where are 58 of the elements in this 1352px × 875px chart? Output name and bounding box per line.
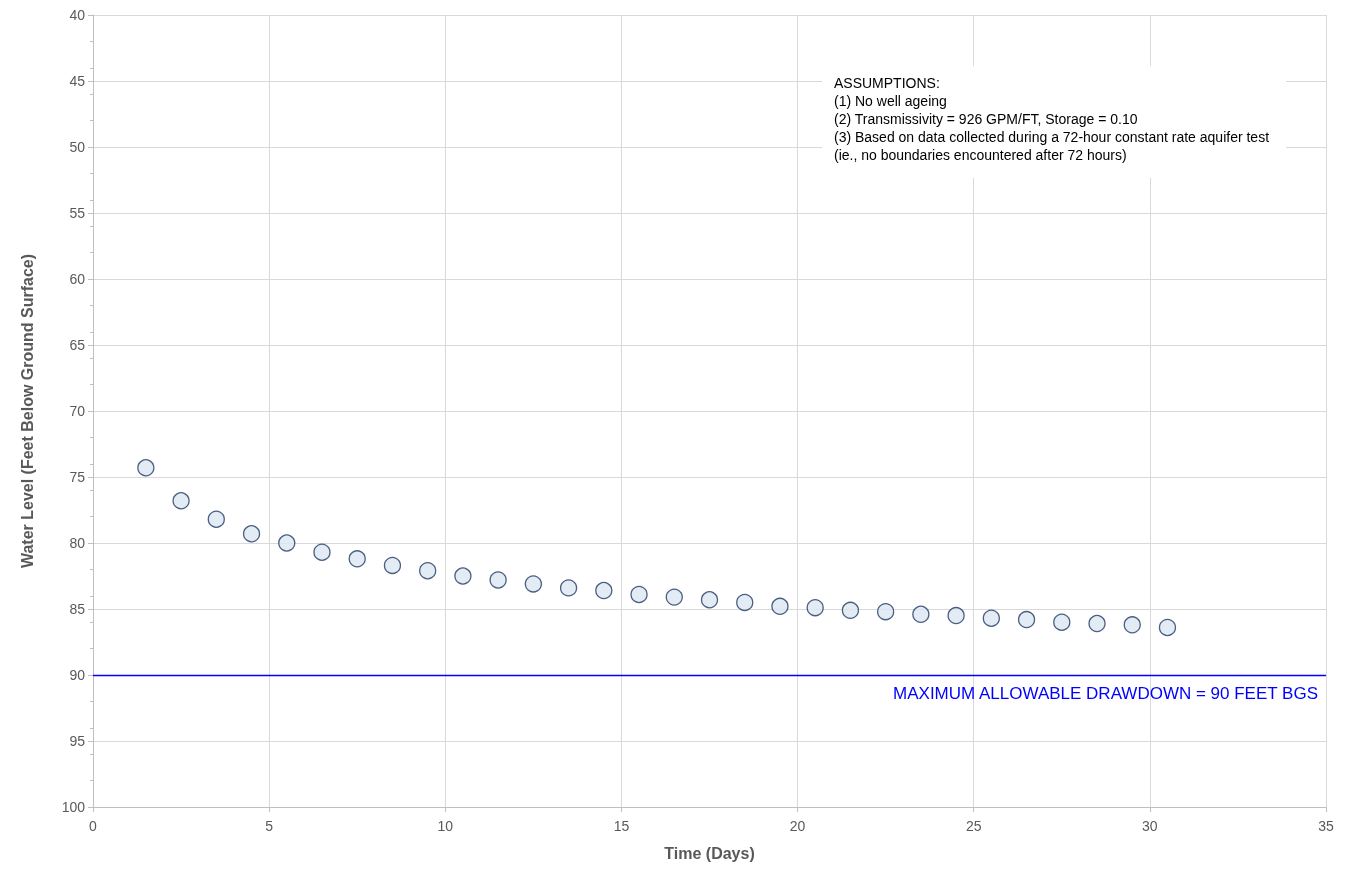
annotation: (1) No well ageing (834, 93, 947, 109)
point (313, 543, 331, 561)
y-tick-label: 70 (69, 403, 86, 419)
x-axis-title: Time (Days) (664, 844, 755, 862)
y-tick-label: 90 (69, 667, 86, 683)
point (771, 597, 789, 616)
y-tick-label: 75 (69, 469, 86, 485)
y-tick-label: 100 (61, 799, 86, 815)
point (242, 525, 261, 543)
annotation: ASSUMPTIONS: (834, 75, 940, 91)
point (278, 534, 296, 552)
point (137, 459, 155, 477)
point (947, 606, 965, 625)
ref-line-label: MAXIMUM ALLOWABLE DRAWDOWN = 90 FEET BGS (893, 684, 1318, 703)
x-tick-label: 35 (1318, 818, 1334, 834)
point (912, 605, 930, 623)
y-tick-label: 85 (69, 601, 86, 617)
point (207, 510, 225, 528)
y-tick-label: 50 (69, 139, 86, 155)
point (1017, 610, 1036, 629)
y-tick-label: 40 (69, 7, 86, 23)
y-tick-label: 80 (69, 535, 86, 551)
y-tick-label: 95 (69, 733, 86, 749)
x-tick-label: 5 (265, 818, 274, 834)
annotation: (2) Transmissivity = 926 GPM/FT, Storage = 0.10 (834, 111, 1138, 127)
point (489, 571, 507, 589)
point (700, 591, 719, 609)
point (1053, 613, 1071, 631)
y-tick-label: 45 (69, 73, 86, 89)
point (595, 581, 613, 600)
point (877, 602, 895, 621)
x-tick-label: 15 (613, 818, 630, 834)
point (1158, 618, 1177, 637)
x-tick-label: 25 (965, 818, 982, 834)
annotation: (3) Based on data collected during a 72-hour constant rate aquifer test (ie., no boundaries encountered after 72 hours) (834, 129, 1273, 163)
point (524, 575, 543, 593)
point (172, 492, 190, 510)
x-tick-label: 30 (1142, 818, 1158, 834)
x-tick-label: 20 (789, 818, 806, 834)
y-tick-label: 65 (69, 337, 86, 353)
point (841, 601, 860, 619)
point (665, 588, 683, 606)
point (1088, 614, 1106, 633)
y-tick-label: 55 (69, 205, 86, 221)
point (806, 599, 824, 617)
point (419, 562, 437, 580)
x-tick-label: 10 (437, 818, 454, 834)
point (454, 567, 472, 585)
point (630, 585, 648, 604)
point (982, 609, 1000, 627)
x-tick-label: 0 (89, 818, 98, 834)
point (1123, 616, 1141, 634)
point (383, 556, 402, 575)
y-axis-title: Water Level (Feet Below Ground Surface) (18, 253, 36, 569)
point (736, 593, 754, 612)
point (348, 550, 366, 568)
point (559, 579, 578, 597)
y-tick-label: 60 (69, 271, 86, 287)
